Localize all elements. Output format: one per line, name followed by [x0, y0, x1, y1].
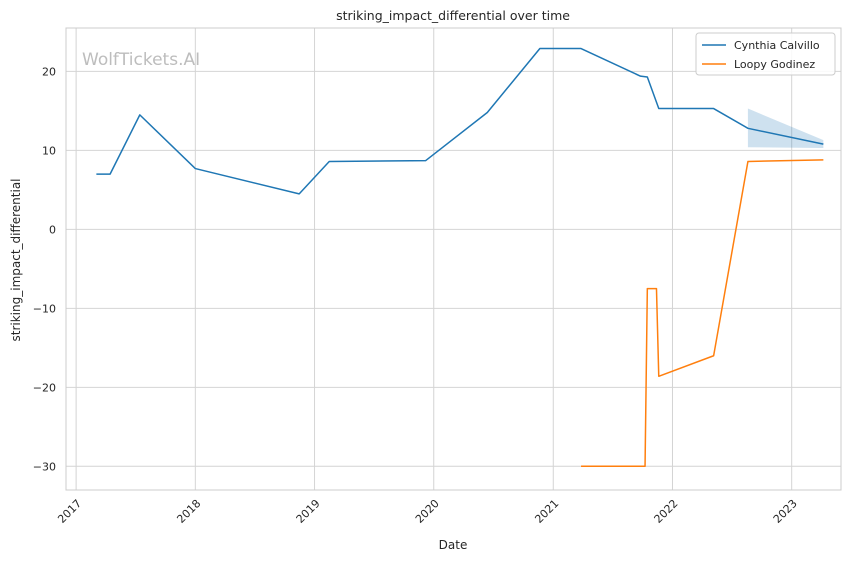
series-0-line	[96, 47, 824, 195]
legend: Cynthia Calvillo Loopy Godinez	[695, 32, 836, 76]
series-1-line	[581, 159, 824, 468]
watermark: WolfTickets.AI	[82, 50, 200, 70]
y-axis-ticks: 20 10 0 −10 −20 −30	[33, 65, 56, 473]
grid	[66, 28, 841, 490]
y-tick-label: 10	[42, 144, 56, 157]
y-tick-label: 0	[49, 223, 56, 236]
y-tick-label: 20	[42, 65, 56, 78]
y-tick-label: −20	[33, 381, 56, 394]
legend-label: Cynthia Calvillo	[734, 39, 820, 52]
legend-box	[695, 32, 836, 76]
series-lines	[96, 47, 824, 468]
confidence-bands	[747, 108, 824, 149]
series-0-confidence-band	[747, 108, 824, 149]
legend-label: Loopy Godinez	[734, 58, 815, 71]
y-tick-label: −30	[33, 460, 56, 473]
y-tick-label: −10	[33, 302, 56, 315]
plot-frame	[65, 27, 842, 491]
y-axis-label: striking_impact_differential	[9, 178, 23, 341]
x-axis-label: Date	[439, 538, 468, 552]
chart-title: striking_impact_differential over time	[336, 8, 570, 23]
